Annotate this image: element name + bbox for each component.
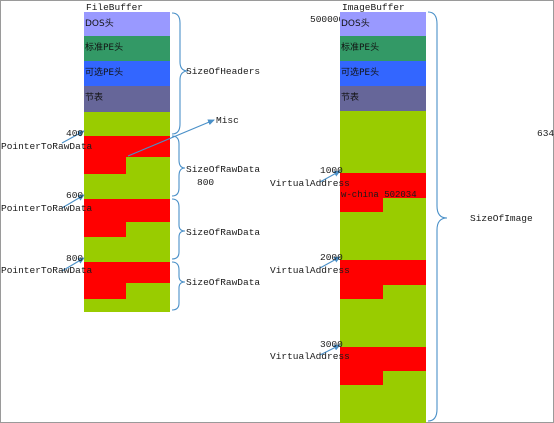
imagebuffer-dos-header: DOS头: [340, 12, 426, 36]
pointer-label-2: PointerToRawData: [1, 203, 93, 214]
imagebuffer-dos-label: DOS头: [341, 19, 370, 29]
section-inline-text: w-china 502034: [341, 190, 417, 200]
arrow-va-1: [319, 170, 341, 183]
image-section-1: [340, 173, 426, 212]
filebuffer-dos-header: DOS头: [84, 12, 170, 36]
offset-800: 800: [66, 253, 84, 264]
va-label-2: VirtualAddress: [270, 265, 350, 276]
arrow-va-2: [319, 256, 341, 269]
imagebuffer-pe-header: 标准PE头: [340, 36, 426, 61]
offset-2000: 2000: [320, 252, 343, 263]
imagebuffer-pe-label: 标准PE头: [341, 43, 380, 53]
arrow-va-3: [319, 344, 341, 356]
raw-size-label-2: SizeOfRawData: [186, 227, 261, 238]
label-size-of-image: SizeOfImage: [470, 213, 533, 224]
va-label-1: VirtualAddress: [270, 178, 350, 189]
arrow-pointer-3: [61, 257, 85, 272]
image-section-2: [340, 260, 426, 299]
arrow-pointer-1: [61, 130, 85, 144]
filebuffer-title: FileBuffer: [86, 2, 144, 13]
imagebuffer-section-table-label: 节表: [341, 93, 360, 103]
filebuffer-section-table-label: 节表: [85, 93, 104, 103]
va-label-3: VirtualAddress: [270, 351, 350, 362]
brace-raw-data-1: [171, 135, 186, 197]
brace-size-of-headers: [171, 12, 189, 135]
raw-size-label-1: SizeOfRawData: [186, 164, 261, 175]
imagebuffer-optional-label: 可选PE头: [341, 68, 380, 78]
pointer-label-1: PointerToRawData: [1, 141, 93, 152]
filebuffer-pe-label: 标准PE头: [85, 43, 124, 53]
brace-size-of-image: [427, 11, 448, 422]
label-misc: Misc: [216, 115, 239, 126]
arrow-pointer-2: [61, 194, 85, 209]
image-section-3: [340, 347, 426, 385]
filebuffer-pe-header: 标准PE头: [84, 36, 170, 61]
filebuffer-section-table: 节表: [84, 86, 170, 112]
offset-3000: 3000: [320, 339, 343, 350]
arrow-misc: [127, 119, 215, 157]
imagebuffer-optional-header: 可选PE头: [340, 61, 426, 86]
file-section-3: [84, 262, 170, 299]
filebuffer-optional-header: 可选PE头: [84, 61, 170, 86]
pointer-label-3: PointerToRawData: [1, 265, 93, 276]
brace-raw-data-3: [171, 261, 186, 311]
raw-size-label-3: SizeOfRawData: [186, 277, 261, 288]
brace-raw-data-2: [171, 198, 186, 260]
imagebuffer-section-table: 节表: [340, 86, 426, 111]
file-section-2: [84, 199, 170, 237]
imagebuffer-title: ImageBuffer: [342, 2, 405, 13]
filebuffer-optional-label: 可选PE头: [85, 68, 124, 78]
imagebuffer-base-address: 500000: [310, 14, 345, 25]
right-edge-number: 634: [537, 128, 554, 139]
file-section-1: [84, 136, 170, 174]
label-size-of-headers: SizeOfHeaders: [186, 66, 261, 77]
filebuffer-dos-label: DOS头: [85, 19, 114, 29]
offset-1000: 1000: [320, 165, 343, 176]
offset-600: 600: [66, 190, 84, 201]
raw-size-value: 800: [197, 177, 215, 188]
offset-400: 400: [66, 128, 84, 139]
